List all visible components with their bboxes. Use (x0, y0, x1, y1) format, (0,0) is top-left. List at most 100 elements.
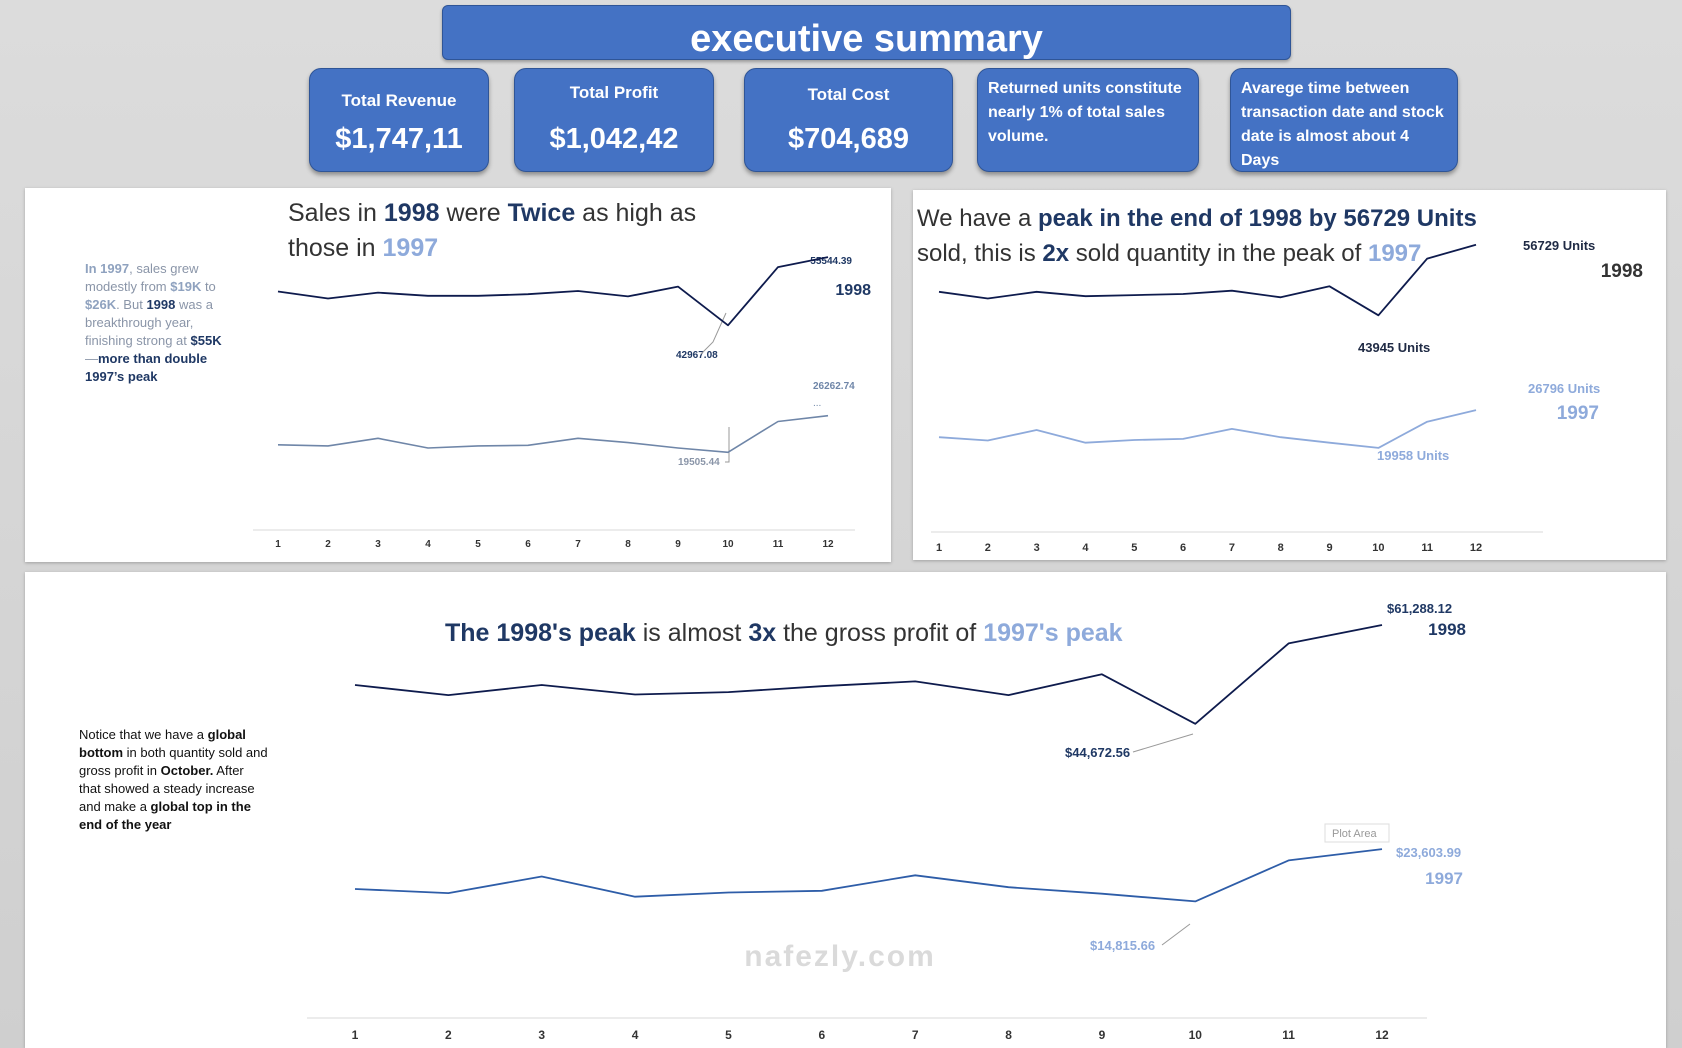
series-line-1997 (277, 414, 829, 454)
kpi-label: Total Profit (569, 83, 659, 102)
x-tick-label: 8 (1005, 1028, 1012, 1042)
x-tick-label: 7 (1229, 542, 1235, 554)
x-tick-label: 2 (445, 1028, 452, 1042)
headline-text: is almost (635, 619, 749, 647)
series-label-1998: 1998 (835, 282, 871, 299)
x-tick-label: 7 (912, 1028, 919, 1042)
series-label-1998: 1998 (1428, 620, 1466, 639)
note-text: in both quantity sold and gross profit i… (79, 745, 268, 778)
x-tick-label: 2 (985, 542, 991, 554)
headline-text: sold, this is (917, 240, 1043, 267)
x-tick-label: 6 (818, 1028, 825, 1042)
x-tick-label: 12 (1470, 542, 1482, 554)
x-tick-label: 9 (1099, 1028, 1106, 1042)
label-peak-1997: 26796 Units (1528, 381, 1600, 396)
note-bold: 1998 (146, 297, 176, 312)
x-tick-label: 9 (1326, 542, 1332, 554)
kpi-card-avg-time: Avarege time between transaction date an… (1230, 68, 1458, 172)
x-tick-label: 8 (1278, 542, 1284, 554)
x-tick-label: 10 (1189, 1028, 1203, 1042)
x-tick-label: 3 (375, 539, 381, 550)
note-bold: $19K (170, 279, 202, 294)
leader-line-low-1998 (700, 312, 727, 355)
x-tick-label: 9 (675, 539, 681, 550)
leader-line-low-1997 (725, 427, 730, 463)
kpi-card-returned-units: Returned units constitute nearly 1% of t… (977, 68, 1199, 172)
profit-line-chart: $61,288.12 1998 $44,672.56 Plot Area $23… (307, 601, 1466, 1042)
series-line-1997 (938, 409, 1477, 449)
series-line-1998 (354, 624, 1383, 725)
kpi-label: Total Revenue (341, 91, 457, 110)
units-line-chart: 56729 Units 1998 43945 Units 26796 Units… (931, 238, 1643, 554)
note-bold: more than double 1997’s peak (85, 351, 208, 384)
note-text: was a breakthrough year, finishing stron… (85, 297, 213, 348)
x-tick-label: 6 (525, 539, 531, 550)
x-tick-label: 7 (575, 539, 581, 550)
series-line-1997 (354, 848, 1383, 903)
headline-year-1998: 1998 (383, 199, 440, 227)
headline-text: were (439, 199, 508, 227)
dashboard-title: executive summary (442, 5, 1291, 60)
label-low-1997: 19958 Units (1377, 448, 1449, 463)
label-low-1998: 43945 Units (1358, 340, 1430, 355)
note-text: After that showed a steady increase and … (79, 763, 255, 814)
label-peak-1998: 55544.39 (810, 256, 852, 267)
headline-emphasis: 2x (1042, 240, 1070, 267)
x-tick-label: 6 (1180, 542, 1186, 554)
watermark: nafezly.com (744, 940, 936, 973)
x-tick-label: 4 (632, 1028, 639, 1042)
note-text: — (85, 351, 98, 366)
label-ellipsis: ... (813, 398, 821, 409)
label-low-1998: $44,672.56 (1065, 745, 1130, 760)
note-bold: $55K (190, 333, 222, 348)
x-tick-label: 10 (722, 539, 734, 550)
kpi-value: $1,747,11 (335, 123, 463, 155)
sales-line-chart: 55544.39 1998 42967.08 26262.74 ... 1950… (253, 256, 871, 550)
x-tick-label: 11 (1282, 1028, 1295, 1042)
x-tick-label: 4 (1082, 542, 1089, 554)
kpi-label: Total Cost (807, 85, 890, 104)
x-tick-label: 8 (625, 539, 631, 550)
note-text: . But (116, 297, 147, 312)
headline-emphasis: 1997's peak (983, 619, 1123, 647)
headline-emphasis: peak in the end of 1998 by 56729 Units (1037, 205, 1477, 232)
kpi-card-total-cost: Total Cost $704,689 (744, 68, 953, 172)
sales-chart-panel: Sales in 1998 were Twice as high as thos… (25, 188, 891, 562)
x-tick-label: 10 (1372, 542, 1384, 554)
x-tick-label: 5 (475, 539, 481, 550)
profit-headline: The 1998's peak is almost 3x the gross p… (445, 616, 1205, 651)
leader-line-low-1997 (1161, 923, 1191, 946)
profit-chart-panel: The 1998's peak is almost 3x the gross p… (25, 572, 1666, 1048)
plot-area-tooltip-text: Plot Area (1332, 828, 1378, 840)
label-peak-1997: 26262.74 (813, 381, 855, 392)
label-peak-1998: $61,288.12 (1387, 601, 1452, 616)
note-bold: $26K (85, 297, 117, 312)
headline-text: Sales in (288, 199, 384, 227)
x-tick-label: 1 (275, 539, 281, 550)
note-text: , sales grew modestly from (85, 261, 199, 294)
leader-line-low-1998 (1132, 733, 1194, 753)
x-tick-label: 11 (1421, 542, 1433, 554)
x-tick-label: 12 (822, 539, 834, 550)
headline-emphasis: The 1998's peak (445, 619, 636, 647)
label-low-1997: $14,815.66 (1090, 938, 1155, 953)
x-tick-label: 12 (1375, 1028, 1389, 1042)
units-chart-panel: We have a peak in the end of 1998 by 567… (913, 190, 1666, 560)
note-text: Notice that we have a (79, 727, 208, 742)
headline-emphasis: Twice (507, 199, 576, 227)
label-peak-1997: $23,603.99 (1396, 845, 1461, 860)
label-low-1998: 42967.08 (676, 350, 718, 361)
profit-note: Notice that we have a global bottom in b… (79, 726, 269, 834)
headline-year-1997: 1997 (382, 234, 439, 262)
x-tick-label: 1 (936, 542, 942, 554)
series-label-1997: 1997 (1425, 869, 1463, 888)
series-label-1998: 1998 (1601, 261, 1643, 282)
headline-text: as high as those in (288, 199, 697, 262)
note-bold: global top in the end of the year (79, 799, 251, 832)
x-tick-label: 3 (538, 1028, 545, 1042)
plot-area-tooltip (1324, 823, 1390, 843)
sales-headline: Sales in 1998 were Twice as high as thos… (288, 196, 728, 266)
kpi-value: $1,042,42 (549, 123, 679, 155)
headline-year-1997: 1997 (1367, 240, 1422, 267)
kpi-card-total-profit: Total Profit $1,042,42 (514, 68, 714, 172)
